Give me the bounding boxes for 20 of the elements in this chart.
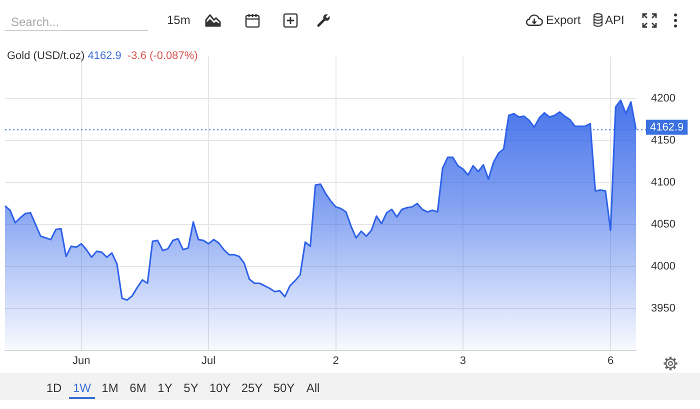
- y-tick-label: 4200: [651, 92, 676, 105]
- annotation: -3.6 (-0.087%): [127, 50, 198, 62]
- text: 15m: [167, 13, 190, 27]
- y-tick-label: 4000: [651, 260, 676, 272]
- y-tick-label: 4100: [651, 176, 676, 189]
- search-field: Search...: [5, 12, 148, 31]
- x-tick-label: Jul: [202, 355, 216, 368]
- text: API: [605, 13, 624, 27]
- x-tick-label: Jun: [72, 355, 90, 368]
- y-tick-label: 4150: [651, 134, 676, 147]
- x-tick-label: 2: [332, 355, 339, 368]
- chart-title: Gold (USD/t.oz): [7, 50, 85, 62]
- y-tick-label: 4050: [651, 218, 676, 231]
- ref-line-label: 4162.9: [650, 122, 684, 134]
- y-tick-label: 3950: [651, 302, 676, 314]
- text: Export: [546, 13, 581, 27]
- x-tick-label: 6: [607, 355, 614, 368]
- x-tick-label: 3: [460, 355, 466, 368]
- range-selector: 1D 1W 1M 6M 1Y 5Y 10Y 25Y 50Y All: [0, 373, 700, 400]
- annotation: 4162.9: [88, 50, 122, 62]
